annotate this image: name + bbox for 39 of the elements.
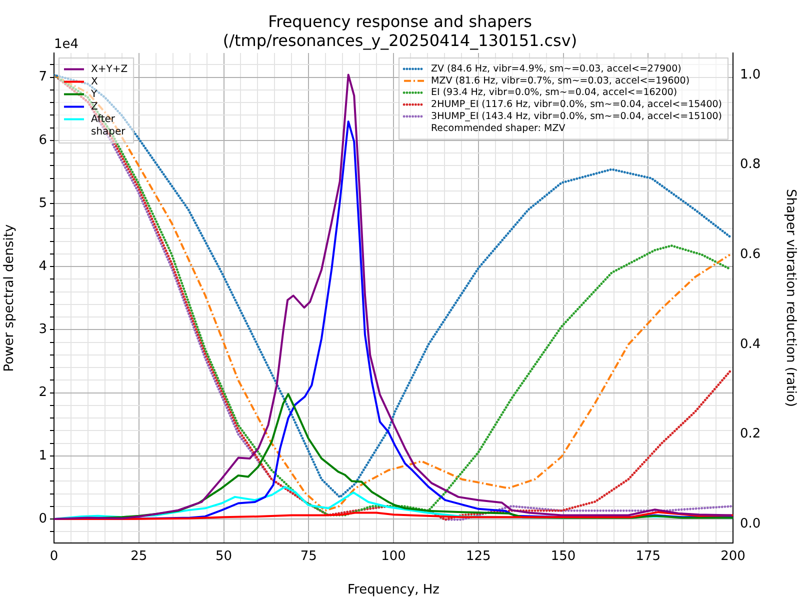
y-tick-label: 3	[38, 322, 47, 338]
x-tick-label: 0	[50, 549, 58, 564]
y-tick-label: 1	[38, 448, 47, 464]
y2-tick-label: 0.6	[740, 247, 761, 262]
y2-axis-title: Shaper vibration reduction (ratio)	[782, 189, 798, 407]
legend-label: Y	[90, 88, 98, 100]
legend-label: X	[91, 76, 98, 88]
y-tick-label: 6	[38, 132, 47, 148]
y2-tick-label: 0.2	[740, 426, 761, 442]
x-tick-label: 125	[466, 549, 491, 564]
y2-tick-label: 0.0	[740, 516, 761, 532]
x-tick-label: 200	[720, 549, 746, 564]
y-tick-label: 0	[38, 511, 47, 526]
y-tick-label: 7	[38, 70, 47, 85]
chart-title: Frequency response and shapers (/tmp/resonances_y_20250414_130151.csv)	[222, 12, 578, 50]
legend-label: MZV (81.6 Hz, vibr=0.7%, sm~=0.03, accel<=19600)	[431, 75, 690, 86]
y-tick-label: 5	[38, 196, 47, 211]
x-tick-label: 50	[215, 549, 232, 564]
x-tick-label: 75	[300, 549, 317, 564]
legend-label: After shaper	[91, 114, 126, 138]
x-tick-label: 25	[130, 549, 148, 564]
legend-label: X+Y+Z	[91, 64, 128, 75]
x-axis-title: Frequency, Hz	[347, 582, 440, 598]
x-tick-label: 100	[381, 549, 406, 564]
y2-tick-label: 1.0	[740, 67, 761, 82]
legend-label: Z	[91, 101, 98, 112]
y-axis-title: Power spectral density	[2, 224, 18, 372]
legend-label: 2HUMP_EI (117.6 Hz, vibr=0.0%, sm~=0.04, accel<=15400)	[431, 99, 722, 110]
y2-tick-label: 0.8	[740, 157, 761, 172]
legend-label: ZV (84.6 Hz, vibr=4.9%, sm~=0.03, accel<=27900)	[431, 63, 682, 74]
legend-label: EI (93.4 Hz, vibr=0.0%, sm~=0.04, accel<=16200)	[431, 87, 678, 98]
x-tick-label: 175	[636, 549, 661, 564]
legend-label: 3HUMP_EI (143.4 Hz, vibr=0.0%, sm~=0.04, accel<=15100)	[431, 110, 722, 122]
x-tick-label: 150	[550, 549, 576, 564]
y2-tick-label: 0.4	[740, 336, 761, 352]
y-tick-label: 2	[38, 385, 47, 400]
text: 1e4	[54, 37, 79, 52]
annotation: Recommended shaper: MZV	[431, 122, 566, 134]
y-tick-label: 4	[38, 258, 47, 274]
